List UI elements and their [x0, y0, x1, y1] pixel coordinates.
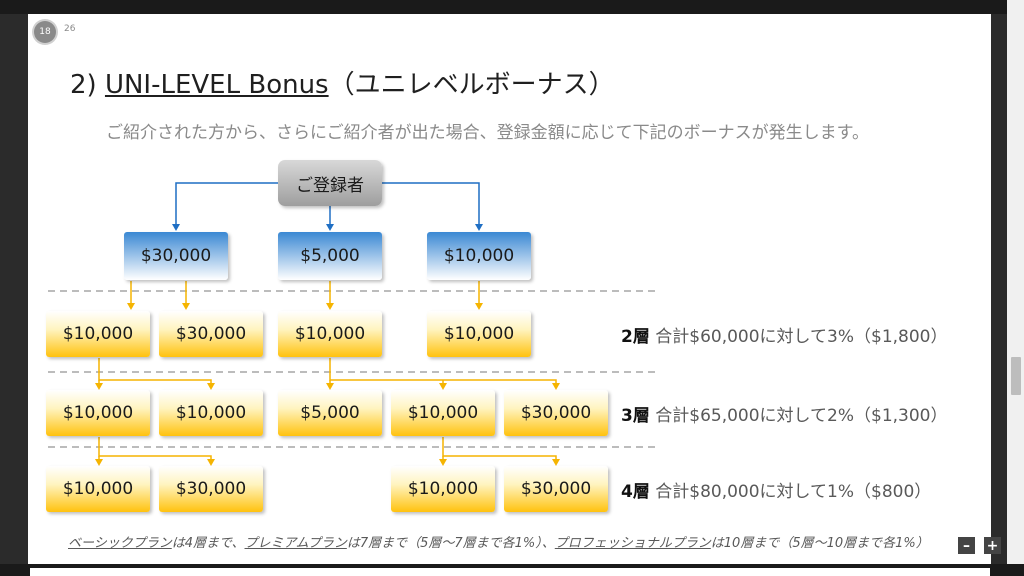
basic-plan-label: ベーシックプラン	[68, 536, 172, 551]
level4-text: 合計$80,000に対して1%（$800）	[655, 482, 932, 502]
level2-box: $10,000	[278, 311, 382, 357]
professional-plan-label: プロフェッショナルプラン	[554, 536, 711, 551]
level1-box: $30,000	[124, 232, 228, 280]
slide-title: 2) UNI-LEVEL Bonus（ユニレベルボーナス）	[70, 64, 615, 101]
slide-subtitle: ご紹介された方から、さらにご紹介者が出た場合、登録金額に応じて下記のボーナスが発…	[106, 123, 869, 143]
plan-footnote: ベーシックプランは4層まで、プレミアムプランは7層まで（5層～7層まで各1%）、…	[68, 532, 929, 551]
level2-box: $10,000	[46, 311, 150, 357]
zoom-out-button[interactable]: –	[958, 537, 975, 554]
level1-box: $5,000	[278, 232, 382, 280]
blue-arrowheads	[172, 224, 483, 231]
level3-box: $10,000	[46, 390, 150, 436]
title-suffix: （ユニレベルボーナス）	[328, 70, 615, 100]
level2-description: 2層 合計$60,000に対して3%（$1,800）	[621, 322, 948, 347]
vertical-scrollbar[interactable]	[1007, 0, 1024, 576]
level4-box: $10,000	[391, 466, 495, 512]
basic-plan-text: は4層まで、	[171, 536, 245, 551]
scrollbar-thumb[interactable]	[1011, 357, 1021, 395]
yellow-arrowheads	[95, 303, 560, 466]
root-registrant-box: ご登録者	[278, 160, 382, 206]
zoom-in-button[interactable]: +	[984, 537, 1001, 554]
blue-connectors	[175, 182, 480, 226]
level4-box: $30,000	[159, 466, 263, 512]
level4-box: $30,000	[504, 466, 608, 512]
level3-box: $10,000	[159, 390, 263, 436]
level-separators	[48, 290, 655, 448]
page-total: 26	[64, 24, 76, 34]
level3-text: 合計$65,000に対して2%（$1,300）	[655, 406, 948, 426]
level3-tier: 3層	[621, 406, 650, 426]
level2-box: $30,000	[159, 311, 263, 357]
level1-box: $10,000	[427, 232, 531, 280]
premium-plan-text: は7層まで（5層～7層まで各1%）、	[346, 536, 555, 551]
level3-box: $10,000	[391, 390, 495, 436]
next-slide-edge[interactable]	[30, 568, 990, 576]
level2-box: $10,000	[427, 311, 531, 357]
level2-text: 合計$60,000に対して3%（$1,800）	[655, 327, 948, 347]
level2-tier: 2層	[621, 327, 650, 347]
title-prefix: 2)	[70, 70, 105, 100]
yellow-connectors	[98, 281, 557, 461]
level4-tier: 4層	[621, 482, 650, 502]
level3-box: $5,000	[278, 390, 382, 436]
level3-description: 3層 合計$65,000に対して2%（$1,300）	[621, 401, 948, 426]
title-main: UNI-LEVEL Bonus	[104, 70, 329, 100]
professional-plan-text: は10層まで（5層～10層まで各1%）	[710, 536, 929, 551]
window-top-bar	[0, 0, 1024, 14]
level3-box: $30,000	[504, 390, 608, 436]
page-number-badge: 18	[34, 21, 56, 43]
level4-description: 4層 合計$80,000に対して1%（$800）	[621, 477, 931, 502]
premium-plan-label: プレミアムプラン	[244, 536, 347, 551]
level4-box: $10,000	[46, 466, 150, 512]
